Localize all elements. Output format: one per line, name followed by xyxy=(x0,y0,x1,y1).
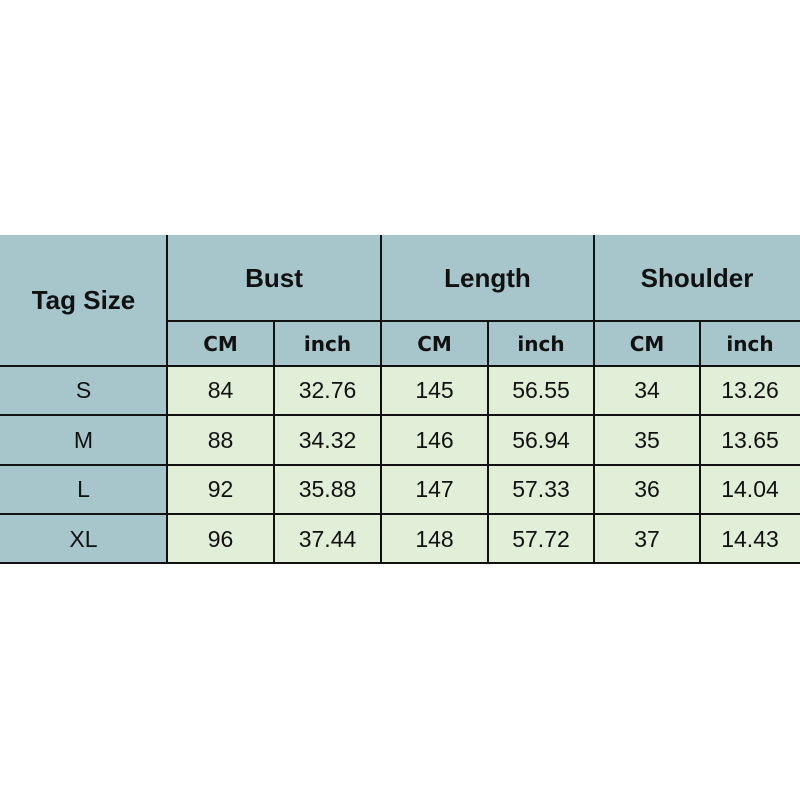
table-cell: 13.26 xyxy=(700,366,800,415)
table-cell: 57.33 xyxy=(488,465,594,514)
size-label: M xyxy=(0,415,167,465)
grid-line xyxy=(593,235,595,564)
grid-line xyxy=(0,414,800,416)
table-cell: 56.94 xyxy=(488,415,594,465)
table-cell: 14.43 xyxy=(700,514,800,564)
table-cell: 84 xyxy=(167,366,274,415)
table-cell: 37 xyxy=(594,514,700,564)
table-cell: 34 xyxy=(594,366,700,415)
size-chart-table: Tag Size Bust Length Shoulder CM inch CM in… xyxy=(0,235,800,564)
tag-size-header: Tag Size xyxy=(0,235,167,366)
unit-header-inch: inch xyxy=(700,321,800,366)
grid-line xyxy=(0,562,800,564)
table-cell: 35.88 xyxy=(274,465,381,514)
grid-line xyxy=(380,235,382,564)
unit-header-cm: CM xyxy=(167,321,274,366)
grid-line xyxy=(167,320,800,322)
table-cell: 148 xyxy=(381,514,488,564)
table-cell: 88 xyxy=(167,415,274,465)
table-cell: 36 xyxy=(594,465,700,514)
table-cell: 145 xyxy=(381,366,488,415)
size-label: XL xyxy=(0,514,167,564)
grid-line xyxy=(487,320,489,564)
table-cell: 35 xyxy=(594,415,700,465)
grid-line xyxy=(699,320,701,564)
table-cell: 34.32 xyxy=(274,415,381,465)
grid-line xyxy=(273,320,275,564)
grid-line xyxy=(166,235,168,564)
shoulder-header: Shoulder xyxy=(594,235,800,321)
table-cell: 147 xyxy=(381,465,488,514)
table-cell: 32.76 xyxy=(274,366,381,415)
table-cell: 14.04 xyxy=(700,465,800,514)
unit-header-inch: inch xyxy=(274,321,381,366)
size-label: S xyxy=(0,366,167,415)
table-cell: 13.65 xyxy=(700,415,800,465)
grid-line xyxy=(0,365,800,367)
unit-header-cm: CM xyxy=(594,321,700,366)
table-cell: 57.72 xyxy=(488,514,594,564)
bust-header: Bust xyxy=(167,235,381,321)
grid-line xyxy=(0,513,800,515)
table-cell: 146 xyxy=(381,415,488,465)
size-label: L xyxy=(0,465,167,514)
table-cell: 56.55 xyxy=(488,366,594,415)
unit-header-inch: inch xyxy=(488,321,594,366)
unit-header-cm: CM xyxy=(381,321,488,366)
table-cell: 96 xyxy=(167,514,274,564)
length-header: Length xyxy=(381,235,594,321)
grid-line xyxy=(0,464,800,466)
table-cell: 37.44 xyxy=(274,514,381,564)
table-cell: 92 xyxy=(167,465,274,514)
